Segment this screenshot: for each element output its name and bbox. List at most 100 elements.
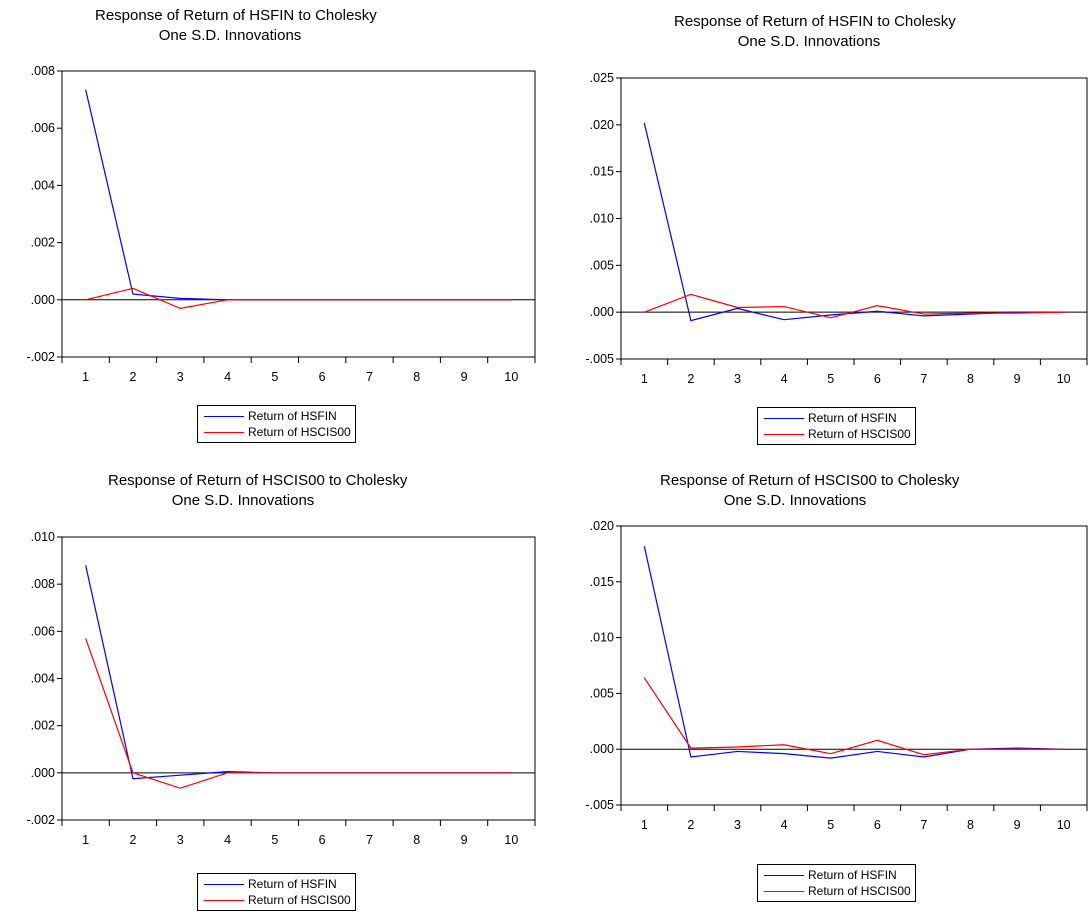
y-tick-label: .006: [31, 121, 55, 135]
y-tick-label: .015: [590, 165, 614, 179]
y-tick-label: -.002: [27, 813, 56, 827]
x-tick-label: 10: [1057, 372, 1071, 386]
chart-title-line-1: Response of Return of HSFIN to Cholesky: [674, 13, 956, 30]
y-tick-label: .010: [590, 631, 614, 645]
y-tick-label: .000: [590, 305, 614, 319]
legend-swatch-blue: [764, 417, 804, 419]
x-tick-label: 9: [461, 833, 468, 847]
y-tick-label: -.005: [586, 352, 615, 366]
x-tick-label: 2: [687, 372, 694, 386]
chart-title-line-2: One S.D. Innovations: [171, 492, 315, 509]
legend-label: Return of HSCIS00: [248, 893, 351, 907]
legend-item-hsfin: Return of HSFIN: [202, 876, 351, 892]
legend-label: Return of HSFIN: [808, 868, 897, 882]
x-tick-label: 7: [920, 372, 927, 386]
legend-swatch-red: [204, 431, 244, 433]
chart-plot-1: -.002 .000 .002 .004 .006 .008 1 2 3 4 5 6 7 8 9 10: [27, 64, 536, 384]
legend-label: Return of HSCIS00: [808, 427, 911, 441]
x-tick-label: 8: [413, 370, 420, 384]
x-tick-label: 5: [271, 833, 278, 847]
legend-label: Return of HSFIN: [248, 409, 337, 423]
x-tick-label: 9: [461, 370, 468, 384]
series-line-hscis00: [85, 287, 512, 310]
y-tick-label: .015: [590, 575, 614, 589]
x-tick-label: 10: [1057, 818, 1071, 832]
x-tick-label: 2: [129, 833, 136, 847]
y-tick-label: .005: [590, 258, 614, 272]
chart-title: Response of Return of HSFIN to Cholesky …: [674, 12, 956, 52]
legend-swatch-blue: [764, 874, 804, 876]
y-tick-label: .025: [590, 71, 614, 85]
y-tick-label: -.002: [27, 350, 56, 364]
y-tick-label: .000: [31, 293, 55, 307]
chart-legend: Return of HSFIN Return of HSCIS00: [757, 864, 916, 902]
y-tick-label: .010: [31, 530, 55, 544]
chart-legend: Return of HSFIN Return of HSCIS00: [757, 407, 916, 445]
legend-label: Return of HSCIS00: [248, 425, 351, 439]
legend-swatch-red: [764, 890, 804, 892]
chart-title-line-1: Response of Return of HSCIS00 to Cholesk…: [108, 472, 408, 489]
x-tick-label: 9: [1014, 372, 1021, 386]
chart-plot-2: -.005 .000 .005 .010 .015 .020 .025 1 2 3 4 5 6 7 8 9 10: [586, 71, 1088, 386]
legend-item-hscis00: Return of HSCIS00: [202, 424, 351, 440]
legend-item-hscis00: Return of HSCIS00: [762, 426, 911, 442]
chart-title-line-2: One S.D. Innovations: [723, 492, 867, 509]
x-tick-label: 2: [129, 370, 136, 384]
legend-item-hsfin: Return of HSFIN: [202, 408, 351, 424]
legend-label: Return of HSFIN: [808, 411, 897, 425]
x-tick-label: 1: [641, 372, 648, 386]
series-line-hscis00: [643, 677, 1064, 756]
x-tick-label: 9: [1014, 818, 1021, 832]
chart-plot-3: -.002 .000 .002 .004 .006 .008 .010 1 2 3 4 5 6 7 8 9 10: [27, 530, 536, 847]
legend-label: Return of HSFIN: [248, 877, 337, 891]
chart-title-line-1: Response of Return of HSFIN to Cholesky: [95, 7, 377, 24]
x-tick-label: 8: [967, 818, 974, 832]
series-line-hsfin: [643, 545, 1064, 759]
y-tick-label: .020: [590, 519, 614, 533]
chart-title-line-1: Response of Return of HSCIS00 to Cholesk…: [660, 472, 960, 489]
x-tick-label: 4: [781, 818, 788, 832]
y-tick-label: .010: [590, 212, 614, 226]
x-tick-label: 6: [874, 372, 881, 386]
x-tick-label: 5: [271, 370, 278, 384]
x-tick-label: 4: [781, 372, 788, 386]
y-tick-label: -.005: [586, 798, 615, 812]
x-tick-label: 1: [641, 818, 648, 832]
legend-label: Return of HSCIS00: [808, 884, 911, 898]
y-tick-label: .006: [31, 624, 55, 638]
x-tick-label: 4: [224, 833, 231, 847]
x-tick-label: 7: [366, 833, 373, 847]
y-tick-label: .000: [31, 766, 55, 780]
x-tick-label: 4: [224, 370, 231, 384]
x-tick-label: 7: [920, 818, 927, 832]
x-tick-label: 5: [827, 372, 834, 386]
x-tick-label: 8: [413, 833, 420, 847]
chart-legend: Return of HSFIN Return of HSCIS00: [197, 405, 356, 443]
x-tick-label: 1: [82, 833, 89, 847]
x-tick-label: 7: [366, 370, 373, 384]
series-line-hscis00: [85, 638, 512, 789]
y-tick-label: .008: [31, 64, 55, 78]
legend-item-hscis00: Return of HSCIS00: [762, 883, 911, 899]
legend-swatch-blue: [204, 415, 244, 417]
y-tick-label: .004: [31, 672, 55, 686]
legend-swatch-red: [204, 899, 244, 901]
chart-plot-4: -.005 .000 .005 .010 .015 .020 1 2 3 4 5 6 7 8 9 10: [586, 519, 1088, 832]
y-tick-label: .002: [31, 236, 55, 250]
chart-title-line-2: One S.D. Innovations: [158, 27, 302, 44]
chart-title-line-2: One S.D. Innovations: [737, 33, 881, 50]
y-tick-label: .000: [590, 742, 614, 756]
series-line-hscis00: [644, 293, 1064, 319]
x-tick-label: 10: [504, 833, 518, 847]
x-tick-label: 8: [967, 372, 974, 386]
chart-title: Response of Return of HSCIS00 to Cholesk…: [660, 471, 960, 511]
x-tick-label: 5: [827, 818, 834, 832]
x-tick-label: 6: [319, 833, 326, 847]
y-tick-label: .002: [31, 719, 55, 733]
x-tick-label: 3: [734, 818, 741, 832]
x-tick-label: 3: [177, 370, 184, 384]
x-tick-label: 1: [82, 370, 89, 384]
legend-item-hsfin: Return of HSFIN: [762, 410, 911, 426]
x-tick-label: 3: [734, 372, 741, 386]
y-tick-label: .020: [590, 118, 614, 132]
